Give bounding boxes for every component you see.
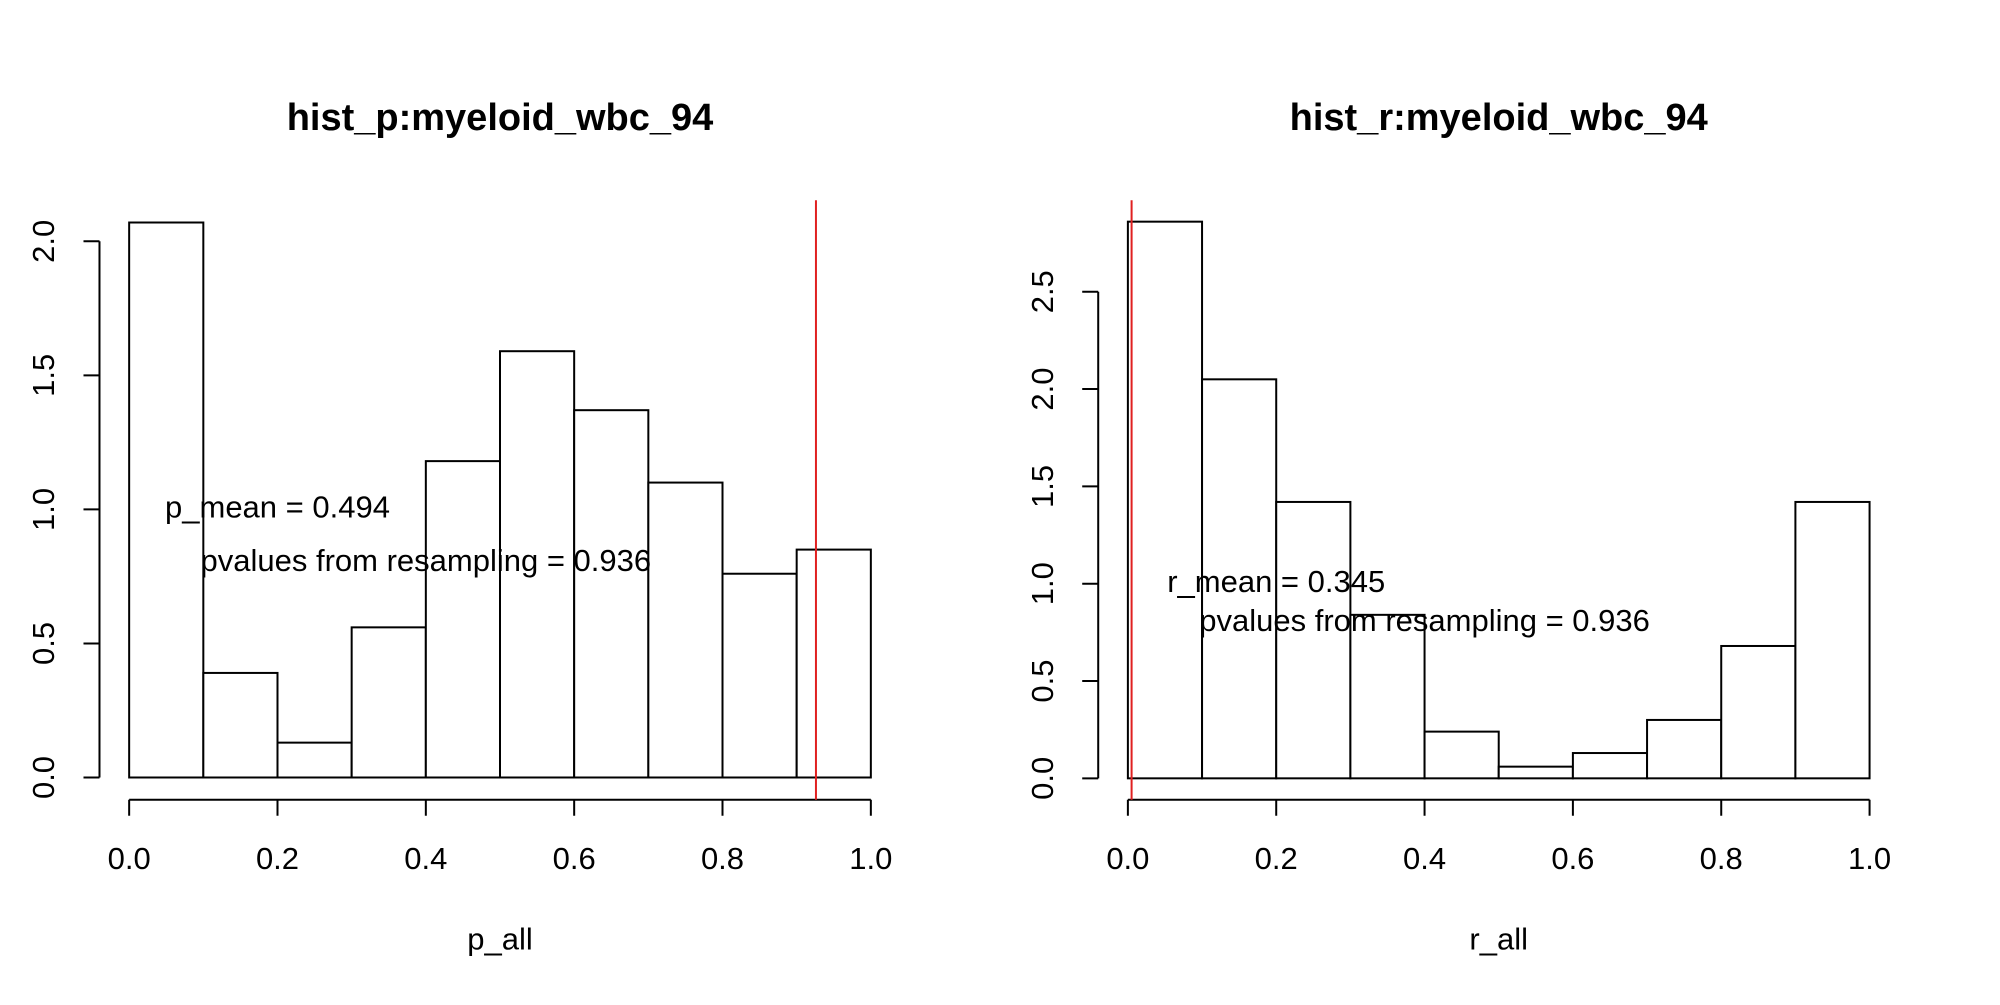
chart-title: hist_r:myeloid_wbc_94 [1290, 97, 1708, 139]
histogram-bar [424, 460, 502, 779]
y-tick-label: 2.5 [1025, 270, 1060, 313]
y-tick-label: 1.0 [1025, 562, 1060, 605]
y-tick-label: 1.5 [26, 354, 61, 397]
x-tick-label: 0.2 [1255, 841, 1298, 876]
annotation: pvalues from resampling = 0.936 [1199, 603, 1650, 638]
y-tick-label: 0.5 [26, 622, 61, 665]
x-tick-label: 0.0 [108, 841, 151, 876]
histogram-bar [350, 626, 427, 779]
histogram-bar [1349, 613, 1426, 780]
x-tick-label: 1.0 [849, 841, 892, 876]
histogram-bar [1497, 765, 1574, 780]
histogram-bar [202, 671, 279, 779]
y-tick-label: 0.5 [1025, 659, 1060, 702]
x-tick-label: 0.4 [1403, 841, 1446, 876]
x-axis-label: r_all [1469, 922, 1528, 957]
histogram-bar [276, 741, 353, 779]
histogram-bar [1720, 644, 1797, 780]
x-tick-label: 1.0 [1848, 841, 1891, 876]
y-tick-label: 2.0 [26, 220, 61, 263]
x-tick-label: 0.6 [553, 841, 596, 876]
histogram-bar [721, 572, 798, 779]
histogram-bar [1794, 500, 1871, 780]
x-tick-label: 0.6 [1551, 841, 1594, 876]
histogram-bar [1201, 378, 1278, 780]
x-tick-label: 0.8 [701, 841, 744, 876]
x-axis-label: p_all [467, 922, 533, 957]
y-tick-label: 1.0 [26, 488, 61, 531]
chart-title: hist_p:myeloid_wbc_94 [287, 97, 714, 139]
histogram-bar [1275, 500, 1352, 780]
y-tick-label: 0.0 [26, 756, 61, 799]
y-tick-label: 2.0 [1025, 368, 1060, 411]
x-tick-label: 0.2 [256, 841, 299, 876]
histogram-bar [795, 548, 872, 779]
annotation: p_mean = 0.494 [165, 490, 390, 525]
histogram-bar [573, 409, 650, 779]
annotation: pvalues from resampling = 0.936 [201, 543, 652, 578]
histogram-bar [1126, 220, 1204, 780]
x-tick-label: 0.4 [404, 841, 447, 876]
annotation: r_mean = 0.345 [1167, 564, 1385, 599]
x-tick-label: 0.0 [1106, 841, 1149, 876]
histogram-bar [647, 481, 724, 779]
histogram-bar [1423, 730, 1500, 780]
histogram-bar [1571, 752, 1649, 780]
histogram-bar [128, 221, 205, 779]
x-tick-label: 0.8 [1700, 841, 1743, 876]
histogram-bar [1646, 718, 1723, 780]
histogram-bar [499, 350, 576, 779]
y-tick-label: 0.0 [1025, 757, 1060, 800]
y-tick-label: 1.5 [1025, 465, 1060, 508]
